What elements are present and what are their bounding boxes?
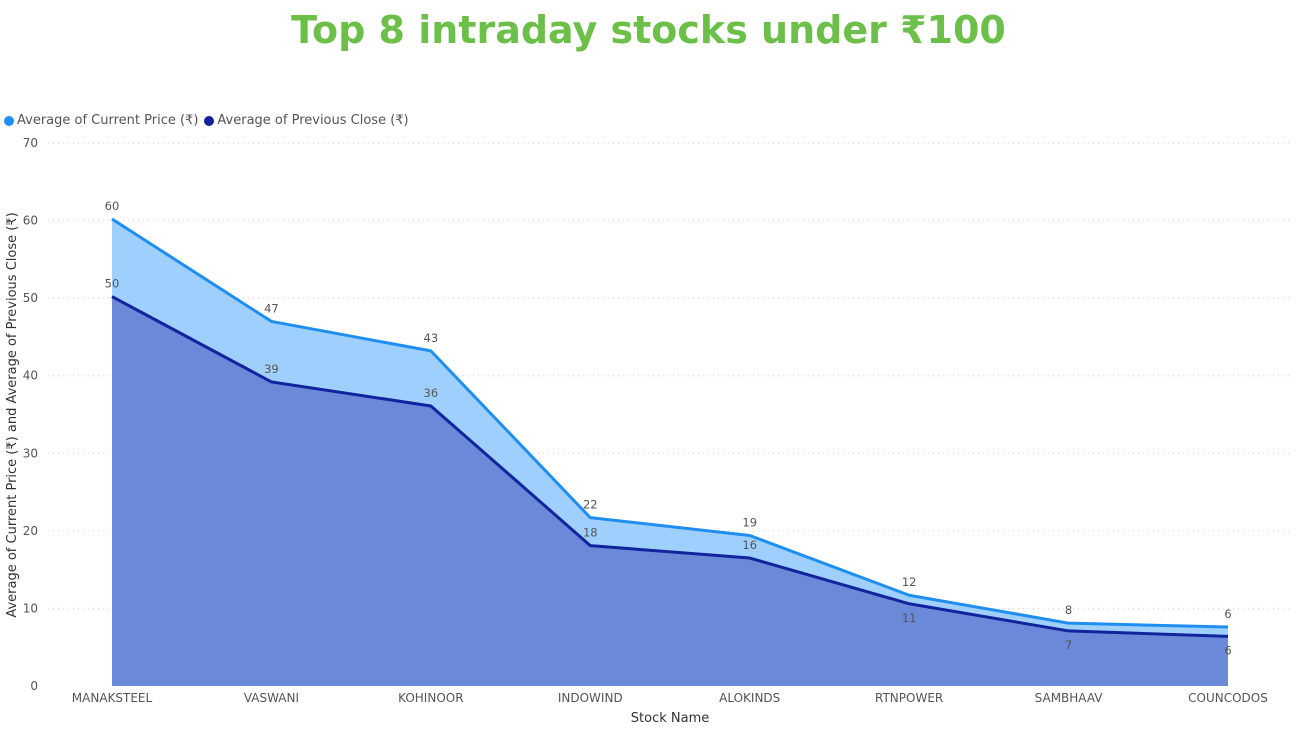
data-label-previous-close: 6 <box>1224 643 1231 657</box>
x-tick-label: VASWANI <box>244 691 299 705</box>
x-axis-labels: MANAKSTEEL VASWANI KOHINOOR INDOWIND ALOKIND… <box>72 691 1268 705</box>
x-tick-label: COUNCODOS <box>1188 691 1268 705</box>
data-label-current-price: 47 <box>264 301 279 315</box>
x-tick-label: INDOWIND <box>558 691 623 705</box>
data-label-previous-close: 50 <box>105 277 120 291</box>
data-label-previous-close: 36 <box>424 386 439 400</box>
y-axis-ticks: 0 10 20 30 40 50 60 70 <box>23 136 38 693</box>
data-label-previous-close: 16 <box>742 538 757 552</box>
y-tick-label: 20 <box>23 524 38 538</box>
x-tick-label: RTNPOWER <box>875 691 943 705</box>
data-label-previous-close: 18 <box>583 526 598 540</box>
y-tick-label: 70 <box>23 136 38 150</box>
chart-title: Top 8 intraday stocks under ₹100 <box>291 8 1006 52</box>
data-label-current-price: 6 <box>1224 607 1231 621</box>
data-label-previous-close: 7 <box>1065 638 1072 652</box>
data-label-current-price: 22 <box>583 498 598 512</box>
area-series-1 <box>112 296 1228 686</box>
y-axis-title: Average of Current Price (₹) and Average… <box>5 212 20 617</box>
y-tick-label: 0 <box>30 679 38 693</box>
line-series-0 <box>111 217 1229 629</box>
data-label-current-price: 43 <box>424 331 439 345</box>
y-tick-label: 50 <box>23 291 38 305</box>
x-tick-label: ALOKINDS <box>719 691 780 705</box>
legend[interactable]: Average of Current Price (₹) Average of … <box>4 113 409 128</box>
legend-dot-previous-close <box>204 115 215 126</box>
y-tick-label: 40 <box>23 369 38 383</box>
x-axis-title: Stock Name <box>631 711 709 726</box>
legend-dot-current-price <box>4 115 14 126</box>
line-series-1 <box>111 295 1229 638</box>
legend-label-current-price: Average of Current Price (₹) <box>17 113 199 128</box>
data-label-current-price: 60 <box>105 199 120 213</box>
y-tick-label: 30 <box>23 446 38 460</box>
data-label-previous-close: 39 <box>264 362 279 376</box>
data-label-current-price: 19 <box>742 516 757 530</box>
y-tick-label: 60 <box>23 214 38 228</box>
legend-item-previous-close[interactable]: Average of Previous Close (₹) <box>204 113 409 128</box>
data-label-current-price: 8 <box>1065 603 1072 617</box>
y-tick-label: 10 <box>23 601 38 615</box>
legend-item-current-price[interactable]: Average of Current Price (₹) <box>4 113 198 128</box>
series-lines <box>111 217 1229 638</box>
data-labels: 60 50 47 39 43 36 22 18 19 16 12 11 8 7 6 6 <box>105 199 1232 657</box>
data-label-current-price: 12 <box>902 575 917 589</box>
x-tick-label: MANAKSTEEL <box>72 691 153 705</box>
x-tick-label: SAMBHAAV <box>1035 691 1104 705</box>
data-label-previous-close: 11 <box>902 611 917 625</box>
series-areas <box>112 219 1228 686</box>
legend-label-previous-close: Average of Previous Close (₹) <box>217 113 409 128</box>
x-tick-label: KOHINOOR <box>398 691 463 705</box>
